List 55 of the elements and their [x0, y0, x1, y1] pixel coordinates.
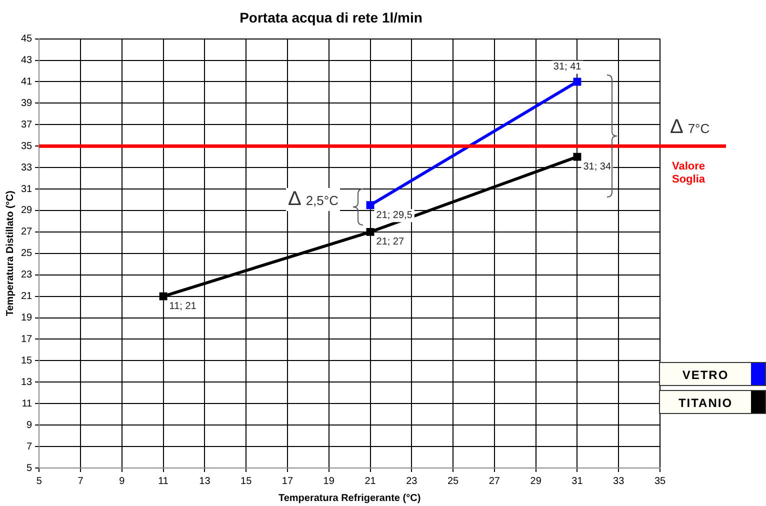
- y-tick-label: 5: [26, 462, 33, 474]
- x-tick-label: 11: [158, 476, 169, 487]
- y-tick-label: 37: [21, 119, 33, 130]
- y-tick-label: 7: [26, 441, 33, 452]
- data-label: 11; 21: [169, 301, 197, 312]
- chart-title: Portata acqua di rete 1l/min: [240, 9, 422, 26]
- x-tick-label: 27: [488, 476, 500, 487]
- x-tick-label: 5: [36, 476, 42, 487]
- annotation: Δ 2,5°C: [288, 188, 338, 210]
- y-tick-label: 43: [21, 55, 33, 66]
- y-axis-title: Temperatura Distillato (°C): [4, 190, 16, 316]
- y-tick-label: 15: [21, 355, 33, 366]
- x-tick-label: 17: [282, 476, 294, 487]
- y-tick-label: 13: [21, 376, 33, 388]
- y-tick-label: 39: [21, 98, 33, 109]
- ref-line-label: Valore Soglia: [672, 160, 706, 186]
- legend-label: TITANIO: [677, 395, 734, 412]
- y-tick-label: 27: [21, 226, 33, 238]
- point: [366, 201, 374, 210]
- text: Δ 7°C: [670, 116, 710, 138]
- y-tick-label: 29: [21, 205, 33, 216]
- x-tick-label: 15: [240, 476, 252, 487]
- data-label: 21; 27: [376, 236, 404, 248]
- y-tick-label: 23: [21, 270, 33, 281]
- x-tick-label: 25: [447, 476, 460, 487]
- y-tick-label: 17: [21, 334, 33, 345]
- x-tick-label: 31: [572, 476, 584, 487]
- x-tick-label: 19: [323, 476, 335, 487]
- data-label: 21; 29,5: [376, 210, 413, 221]
- y-tick-label: 41: [21, 76, 33, 88]
- point: [366, 228, 374, 236]
- y-tick-label: 31: [21, 184, 33, 195]
- x-tick-label: 33: [613, 476, 625, 487]
- x-tick-label: 13: [199, 476, 211, 487]
- legend-label: VETRO: [681, 367, 730, 384]
- point: [159, 292, 168, 300]
- x-tick-label: 35: [654, 476, 666, 487]
- x-tick-label: 21: [364, 476, 376, 487]
- y-tick-label: 35: [21, 140, 33, 152]
- y-tick-label: 25: [21, 248, 33, 260]
- x-axis-title: Temperatura Refrigerante (°C): [278, 492, 421, 504]
- y-tick-label: 45: [21, 34, 33, 45]
- y-tick-label: 9: [26, 420, 33, 431]
- y-tick-label: 11: [22, 398, 33, 410]
- x-tick-label: 23: [406, 476, 418, 487]
- point: [573, 78, 582, 86]
- data-label: 31; 41: [553, 61, 582, 72]
- x-tick-label: 29: [530, 476, 542, 487]
- y-tick-label: 19: [21, 312, 33, 324]
- y-tick-label: 33: [21, 162, 33, 174]
- point: [573, 152, 582, 161]
- y-tick-label: 21: [21, 291, 33, 302]
- x-tick-label: 7: [78, 476, 84, 487]
- x-tick-label: 9: [119, 476, 126, 487]
- data-label: 31; 34: [583, 162, 612, 173]
